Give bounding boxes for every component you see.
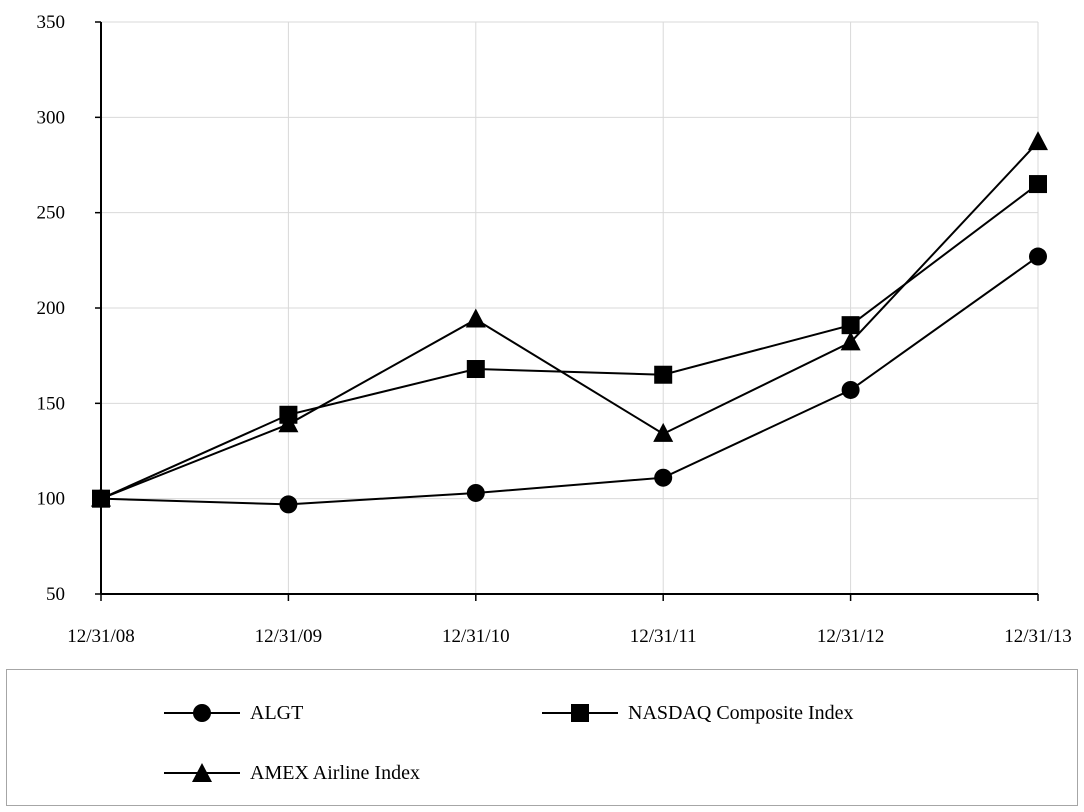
x-tick-label: 12/31/13 <box>1004 626 1072 647</box>
data-point-square <box>1029 175 1047 194</box>
series-1 <box>92 175 1047 508</box>
x-tick-label: 12/31/08 <box>67 626 135 647</box>
x-tick-labels: 12/31/08 12/31/09 12/31/10 12/31/11 12/31/12… <box>67 626 1072 647</box>
data-point-triangle <box>840 331 861 351</box>
data-point-circle <box>841 380 860 399</box>
square-marker-icon <box>542 704 618 722</box>
data-point-triangle <box>278 413 299 433</box>
y-tick-label: 250 <box>37 203 66 224</box>
series-line <box>100 255 1039 506</box>
series-line <box>100 141 1039 500</box>
data-point-square <box>841 316 860 335</box>
y-tick-labels: 50 100 150 200 250 300 350 <box>37 12 66 605</box>
y-tick-label: 200 <box>37 298 66 319</box>
legend-label-algt: ALGT <box>250 701 304 724</box>
series-0 <box>92 247 1047 514</box>
legend: ALGT NASDAQ Composite Index AMEX Airline… <box>6 669 1078 806</box>
data-point-circle <box>1029 247 1047 266</box>
data-point-triangle <box>91 487 111 507</box>
y-tick-label: 350 <box>37 12 66 33</box>
legend-label-nasdaq: NASDAQ Composite Index <box>628 701 854 724</box>
data-point-triangle <box>1028 131 1048 151</box>
y-tick-label: 50 <box>46 584 65 605</box>
series-line <box>100 183 1039 500</box>
data-point-square <box>466 360 485 379</box>
x-tick-label: 12/31/12 <box>817 626 885 647</box>
x-tick-label: 12/31/10 <box>442 626 510 647</box>
y-tick-label: 150 <box>37 393 66 414</box>
data-point-circle <box>279 495 298 514</box>
data-point-triangle <box>653 422 674 442</box>
y-tick-label: 100 <box>37 489 66 510</box>
y-tick-label: 300 <box>37 107 66 128</box>
axes <box>95 21 1039 601</box>
legend-item-algt: ALGT <box>162 698 303 728</box>
series-2 <box>91 131 1048 507</box>
x-tick-label: 12/31/11 <box>630 626 697 647</box>
series-layer <box>91 131 1048 514</box>
data-point-square <box>654 365 673 384</box>
x-tick-label: 12/31/09 <box>255 626 323 647</box>
circle-marker-icon <box>164 704 240 722</box>
data-point-circle <box>654 468 673 487</box>
legend-item-nasdaq: NASDAQ Composite Index <box>540 698 854 728</box>
legend-item-amex: AMEX Airline Index <box>162 758 420 788</box>
gridlines <box>101 21 1039 594</box>
legend-label-amex: AMEX Airline Index <box>250 761 420 784</box>
triangle-marker-icon <box>164 763 240 782</box>
data-point-triangle <box>465 308 486 328</box>
data-point-circle <box>466 483 485 502</box>
